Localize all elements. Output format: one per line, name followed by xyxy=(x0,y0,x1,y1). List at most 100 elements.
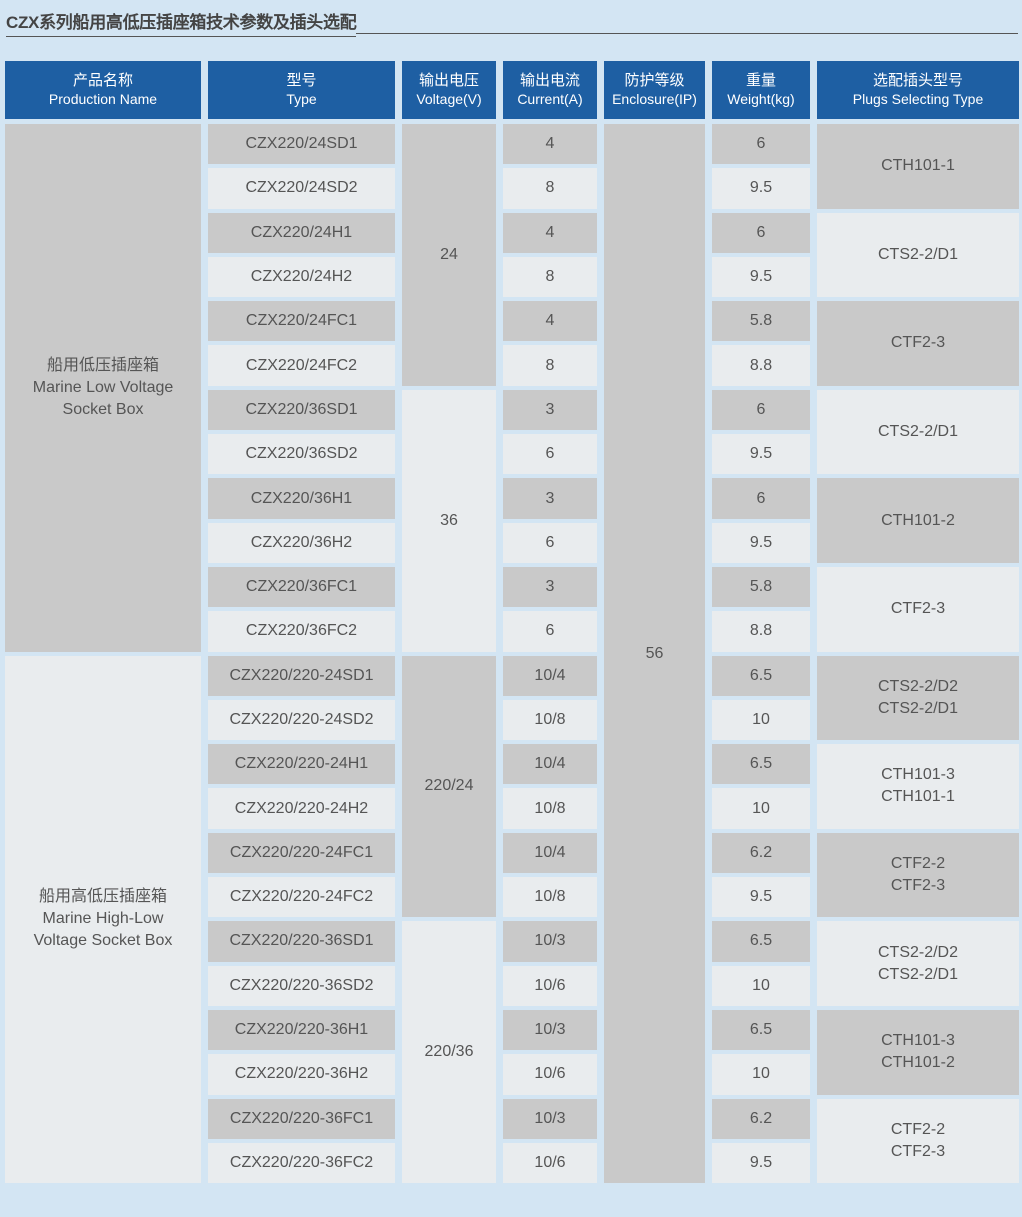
plug-value: CTS2-2/D1 xyxy=(877,965,959,983)
header-en: Plugs Selecting Type xyxy=(852,91,984,107)
current-cell: 10/6 xyxy=(503,1142,597,1184)
voltage-cell: 220/36 xyxy=(402,921,496,1184)
weight-cell: 6.5 xyxy=(712,1009,810,1051)
product-name-cell: 船用低压插座箱 Marine Low Voltage Socket Box xyxy=(5,124,201,652)
plug-value: CTF2-2 xyxy=(890,855,946,873)
current-cell: 10/3 xyxy=(503,1098,597,1139)
current-value: 10/8 xyxy=(534,711,566,728)
weight-value: 6.5 xyxy=(749,666,773,684)
type-cell: CZX220/220-36H1 xyxy=(208,1009,395,1051)
current-value: 3 xyxy=(545,400,555,418)
weight-cell: 10 xyxy=(712,699,810,741)
current-value: 10/6 xyxy=(534,1153,566,1171)
enclosure-value: 56 xyxy=(645,644,664,662)
voltage-value: 24 xyxy=(440,245,458,263)
current-cell: 10/6 xyxy=(503,965,597,1006)
current-cell: 10/4 xyxy=(503,744,597,785)
weight-value: 9.5 xyxy=(749,445,773,463)
weight-value: 9.5 xyxy=(749,1153,773,1171)
plug-cell: CTS2-2/D1 xyxy=(817,212,1019,298)
weight-cell: 8.8 xyxy=(712,345,810,386)
current-value: 4 xyxy=(545,135,555,153)
current-value: 8 xyxy=(545,268,555,286)
type-cell: CZX220/220-24SD1 xyxy=(208,655,395,696)
current-value: 3 xyxy=(545,489,555,507)
current-cell: 8 xyxy=(503,345,597,386)
current-value: 6 xyxy=(545,445,555,463)
type-cell: CZX220/36FC1 xyxy=(208,566,395,608)
weight-cell: 6 xyxy=(712,478,810,519)
weight-value: 6 xyxy=(756,223,766,241)
header-en: Type xyxy=(286,91,317,107)
header-en: Production Name xyxy=(48,91,158,107)
type-value: CZX220/36H2 xyxy=(250,533,353,551)
column-header: 输出电压 Voltage(V) xyxy=(402,61,496,119)
type-value: CZX220/220-24FC2 xyxy=(229,888,374,906)
current-cell: 3 xyxy=(503,566,597,608)
type-value: CZX220/220-36FC2 xyxy=(229,1153,374,1171)
voltage-value: 220/36 xyxy=(424,1043,474,1061)
current-value: 10/4 xyxy=(534,666,566,684)
current-cell: 10/6 xyxy=(503,1054,597,1095)
type-value: CZX220/24H1 xyxy=(250,223,353,241)
plug-value: CTS2-2/D1 xyxy=(877,423,959,441)
current-cell: 10/4 xyxy=(503,655,597,696)
type-value: CZX220/220-36SD1 xyxy=(229,932,374,950)
weight-value: 10 xyxy=(752,1065,770,1083)
weight-cell: 6.2 xyxy=(712,1098,810,1139)
weight-value: 6.5 xyxy=(749,932,773,950)
spec-table: 产品名称 Production Name 型号 Type 输出电压 Voltage(V) 输… xyxy=(5,61,1019,1184)
header-zh: 型号 xyxy=(286,72,317,89)
plug-cell: CTF2-2 CTF2-3 xyxy=(817,832,1019,918)
header-zh: 选配插头型号 xyxy=(872,72,963,89)
plug-value: CTH101-3 xyxy=(881,1032,955,1050)
type-value: CZX220/220-24SD2 xyxy=(229,711,374,728)
weight-cell: 6 xyxy=(712,389,810,431)
plug-value: CTF2-3 xyxy=(890,600,946,618)
header-en: Enclosure(IP) xyxy=(612,91,697,107)
type-cell: CZX220/220-36SD2 xyxy=(208,965,395,1006)
current-cell: 8 xyxy=(503,168,597,209)
type-cell: CZX220/36H1 xyxy=(208,478,395,519)
type-cell: CZX220/24H2 xyxy=(208,256,395,298)
current-cell: 4 xyxy=(503,212,597,253)
current-cell: 6 xyxy=(503,611,597,652)
current-value: 10/4 xyxy=(534,843,566,861)
current-value: 10/3 xyxy=(534,932,566,950)
plug-value: CTF2-3 xyxy=(890,1142,946,1160)
plug-cell: CTS2-2/D2 CTS2-2/D1 xyxy=(817,655,1019,741)
type-cell: CZX220/24FC2 xyxy=(208,345,395,386)
product-name-en: Voltage Socket Box xyxy=(33,932,173,950)
type-value: CZX220/220-24H1 xyxy=(234,755,369,773)
type-cell: CZX220/220-36H2 xyxy=(208,1054,395,1095)
current-cell: 10/3 xyxy=(503,1009,597,1051)
plug-cell: CTH101-2 xyxy=(817,478,1019,563)
type-value: CZX220/24SD2 xyxy=(245,179,358,197)
current-cell: 8 xyxy=(503,256,597,298)
plug-value: CTS2-2/D1 xyxy=(877,245,959,263)
type-cell: CZX220/24SD2 xyxy=(208,168,395,209)
type-value: CZX220/36H1 xyxy=(250,489,353,507)
type-cell: CZX220/36SD2 xyxy=(208,434,395,475)
column-header: 型号 Type xyxy=(208,61,395,119)
current-value: 10/6 xyxy=(534,1065,566,1083)
type-cell: CZX220/220-36SD1 xyxy=(208,921,395,962)
current-cell: 4 xyxy=(503,124,597,165)
type-cell: CZX220/220-24FC1 xyxy=(208,832,395,874)
header-en: Voltage(V) xyxy=(416,91,482,107)
plug-value: CTH101-1 xyxy=(881,157,955,175)
current-cell: 4 xyxy=(503,301,597,342)
header-zh: 防护等级 xyxy=(624,72,685,89)
plug-value: CTH101-2 xyxy=(881,511,955,529)
plug-cell: CTH101-3 CTH101-1 xyxy=(817,744,1019,829)
enclosure-cell: 56 xyxy=(604,124,705,1184)
header-zh: 重量 xyxy=(745,72,776,89)
weight-cell: 5.8 xyxy=(712,566,810,608)
product-name-en: Marine High-Low xyxy=(42,910,164,928)
weight-value: 6 xyxy=(756,400,766,418)
type-value: CZX220/220-36FC1 xyxy=(229,1109,374,1127)
current-value: 10/8 xyxy=(534,888,566,906)
type-cell: CZX220/220-24SD2 xyxy=(208,699,395,741)
current-value: 10/6 xyxy=(534,976,566,994)
header-zh: 输出电流 xyxy=(519,72,580,89)
